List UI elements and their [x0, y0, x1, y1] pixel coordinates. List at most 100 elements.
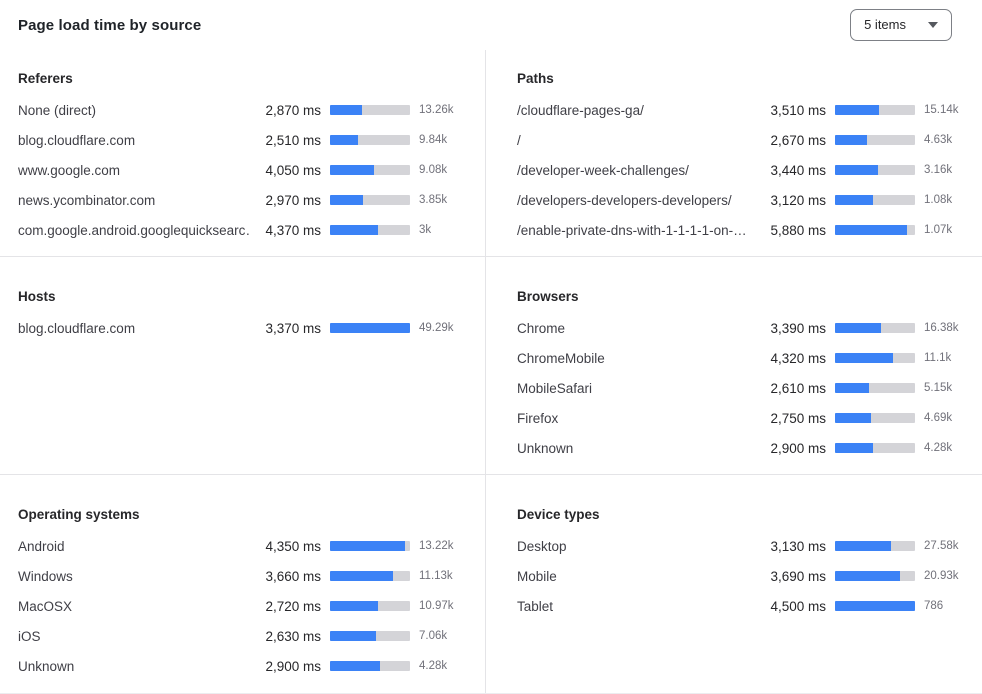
section-rows: /cloudflare-pages-ga/3,510 ms 15.14k / 2,67… — [517, 95, 970, 245]
sections-grid: Referers None (direct) 2,870 ms 13.26k blog… — [0, 50, 982, 694]
row-bar-fill — [330, 571, 394, 581]
row-bar — [835, 135, 915, 145]
row-bar — [330, 195, 410, 205]
section-title: Operating systems — [18, 507, 140, 522]
metric-row: Firefox 2,750 ms 4.69k — [517, 403, 970, 433]
row-bar-fill — [330, 541, 406, 551]
row-count: 3.85k — [419, 194, 448, 206]
row-label: / — [517, 132, 521, 148]
row-label: news.ycombinator.com — [18, 192, 156, 208]
section-title: Referers — [18, 71, 73, 86]
row-label: /developers-developers-developers/ — [517, 192, 732, 208]
metric-row: Chrome 3,390 ms 16.38k — [517, 313, 970, 343]
metric-row: MacOSX 2,720 ms 10.97k — [18, 591, 465, 621]
row-label: Unknown — [18, 658, 75, 674]
section-rows: Desktop 3,130 ms 27.58k Mobile 3,690 ms 20.93… — [517, 531, 970, 621]
row-count: 4.63k — [924, 134, 953, 146]
section-rows: None (direct) 2,870 ms 13.26k blog.cloudfla… — [18, 95, 465, 245]
row-label: Android — [18, 538, 65, 554]
row-count: 11.1k — [924, 352, 952, 364]
row-ms-value: 2,510 ms — [265, 132, 321, 148]
row-count: 7.06k — [419, 630, 448, 642]
metric-row: Desktop 3,130 ms 27.58k — [517, 531, 970, 561]
row-ms-value: 3,510 ms — [770, 102, 826, 118]
section-paths: Paths /cloudflare-pages-ga/3,510 ms 15.14… — [485, 50, 982, 256]
row-bar — [330, 105, 410, 115]
row-ms-value: 2,630 ms — [265, 628, 321, 644]
row-bar-fill — [330, 323, 410, 333]
section-title: Hosts — [18, 289, 56, 304]
row-count: 13.26k — [419, 104, 454, 116]
row-bar-fill — [330, 661, 380, 671]
row-bar — [330, 165, 410, 175]
row-count: 3.16k — [924, 164, 953, 176]
row-label: Firefox — [517, 410, 559, 426]
row-bar-fill — [835, 413, 871, 423]
row-bar — [835, 353, 915, 363]
row-label: Windows — [18, 568, 73, 584]
row-count: 11.13k — [419, 570, 453, 582]
metric-row: Windows 3,660 ms 11.13k — [18, 561, 465, 591]
section-rows: Chrome 3,390 ms 16.38k ChromeMobile 4,320 ms… — [517, 313, 970, 463]
row-bar — [330, 135, 410, 145]
row-count: 9.08k — [419, 164, 448, 176]
row-bar — [835, 383, 915, 393]
row-bar-fill — [330, 601, 378, 611]
row-bar — [835, 443, 915, 453]
row-bar-fill — [835, 195, 874, 205]
row-bar-fill — [835, 541, 891, 551]
row-bar-fill — [330, 135, 358, 145]
row-count: 15.14k — [924, 104, 959, 116]
row-count: 27.58k — [924, 540, 959, 552]
row-label: Chrome — [517, 320, 566, 336]
row-bar — [835, 165, 915, 175]
metric-row: Android 4,350 ms 13.22k — [18, 531, 465, 561]
row-bar — [330, 571, 410, 581]
row-bar-fill — [835, 225, 907, 235]
metric-row: Tablet 4,500 ms 786 — [517, 591, 970, 621]
row-label: MobileSafari — [517, 380, 593, 396]
row-ms-value: 2,870 ms — [265, 102, 321, 118]
row-bar-fill — [330, 195, 363, 205]
section-rows: blog.cloudflare.com 3,370 ms 49.29k — [18, 313, 465, 343]
row-ms-value: 4,050 ms — [265, 162, 321, 178]
row-ms-value: 3,440 ms — [770, 162, 826, 178]
page-title: Page load time by source — [18, 16, 202, 34]
row-count: 13.22k — [419, 540, 454, 552]
row-count: 5.15k — [924, 382, 953, 394]
row-bar — [835, 601, 915, 611]
section-browsers: Browsers Chrome 3,390 ms 16.38k ChromeMobil… — [485, 256, 982, 474]
row-ms-value: 3,690 ms — [770, 568, 826, 584]
row-label: blog.cloudflare.com — [18, 132, 136, 148]
row-count: 10.97k — [419, 600, 454, 612]
row-bar-fill — [330, 165, 374, 175]
row-bar-fill — [835, 443, 874, 453]
items-count-select[interactable]: 5 items — [850, 9, 952, 41]
metric-row: /developer-week-challenges/3,440 ms 3.16k — [517, 155, 970, 185]
row-label: Unknown — [517, 440, 574, 456]
row-ms-value: 2,970 ms — [265, 192, 321, 208]
row-bar-fill — [835, 601, 915, 611]
row-count: 4.28k — [924, 442, 953, 454]
row-label: www.google.com — [18, 162, 121, 178]
row-ms-value: 3,130 ms — [770, 538, 826, 554]
row-ms-value: 3,370 ms — [265, 320, 321, 336]
row-ms-value: 2,720 ms — [265, 598, 321, 614]
row-bar-fill — [835, 353, 893, 363]
metric-row: Mobile 3,690 ms 20.93k — [517, 561, 970, 591]
row-count: 4.28k — [419, 660, 448, 672]
section-operating-systems: Operating systems Android 4,350 ms 13.22k W… — [0, 474, 485, 693]
row-label: Mobile — [517, 568, 557, 584]
row-label: None (direct) — [18, 102, 97, 118]
metric-row: blog.cloudflare.com 3,370 ms 49.29k — [18, 313, 465, 343]
widget-header: Page load time by source 5 items — [0, 0, 982, 50]
metric-row: com.google.android.googlequicksearc… 4,37… — [18, 215, 465, 245]
row-bar — [330, 631, 410, 641]
section-referers: Referers None (direct) 2,870 ms 13.26k blog… — [0, 50, 485, 256]
metric-row: /developers-developers-developers/3,120 … — [517, 185, 970, 215]
row-label: blog.cloudflare.com — [18, 320, 136, 336]
section-rows: Android 4,350 ms 13.22k Windows 3,660 ms 11.1… — [18, 531, 465, 681]
section-device-types: Device types Desktop 3,130 ms 27.58k Mobile… — [485, 474, 982, 693]
row-bar — [330, 225, 410, 235]
metric-row: iOS 2,630 ms 7.06k — [18, 621, 465, 651]
